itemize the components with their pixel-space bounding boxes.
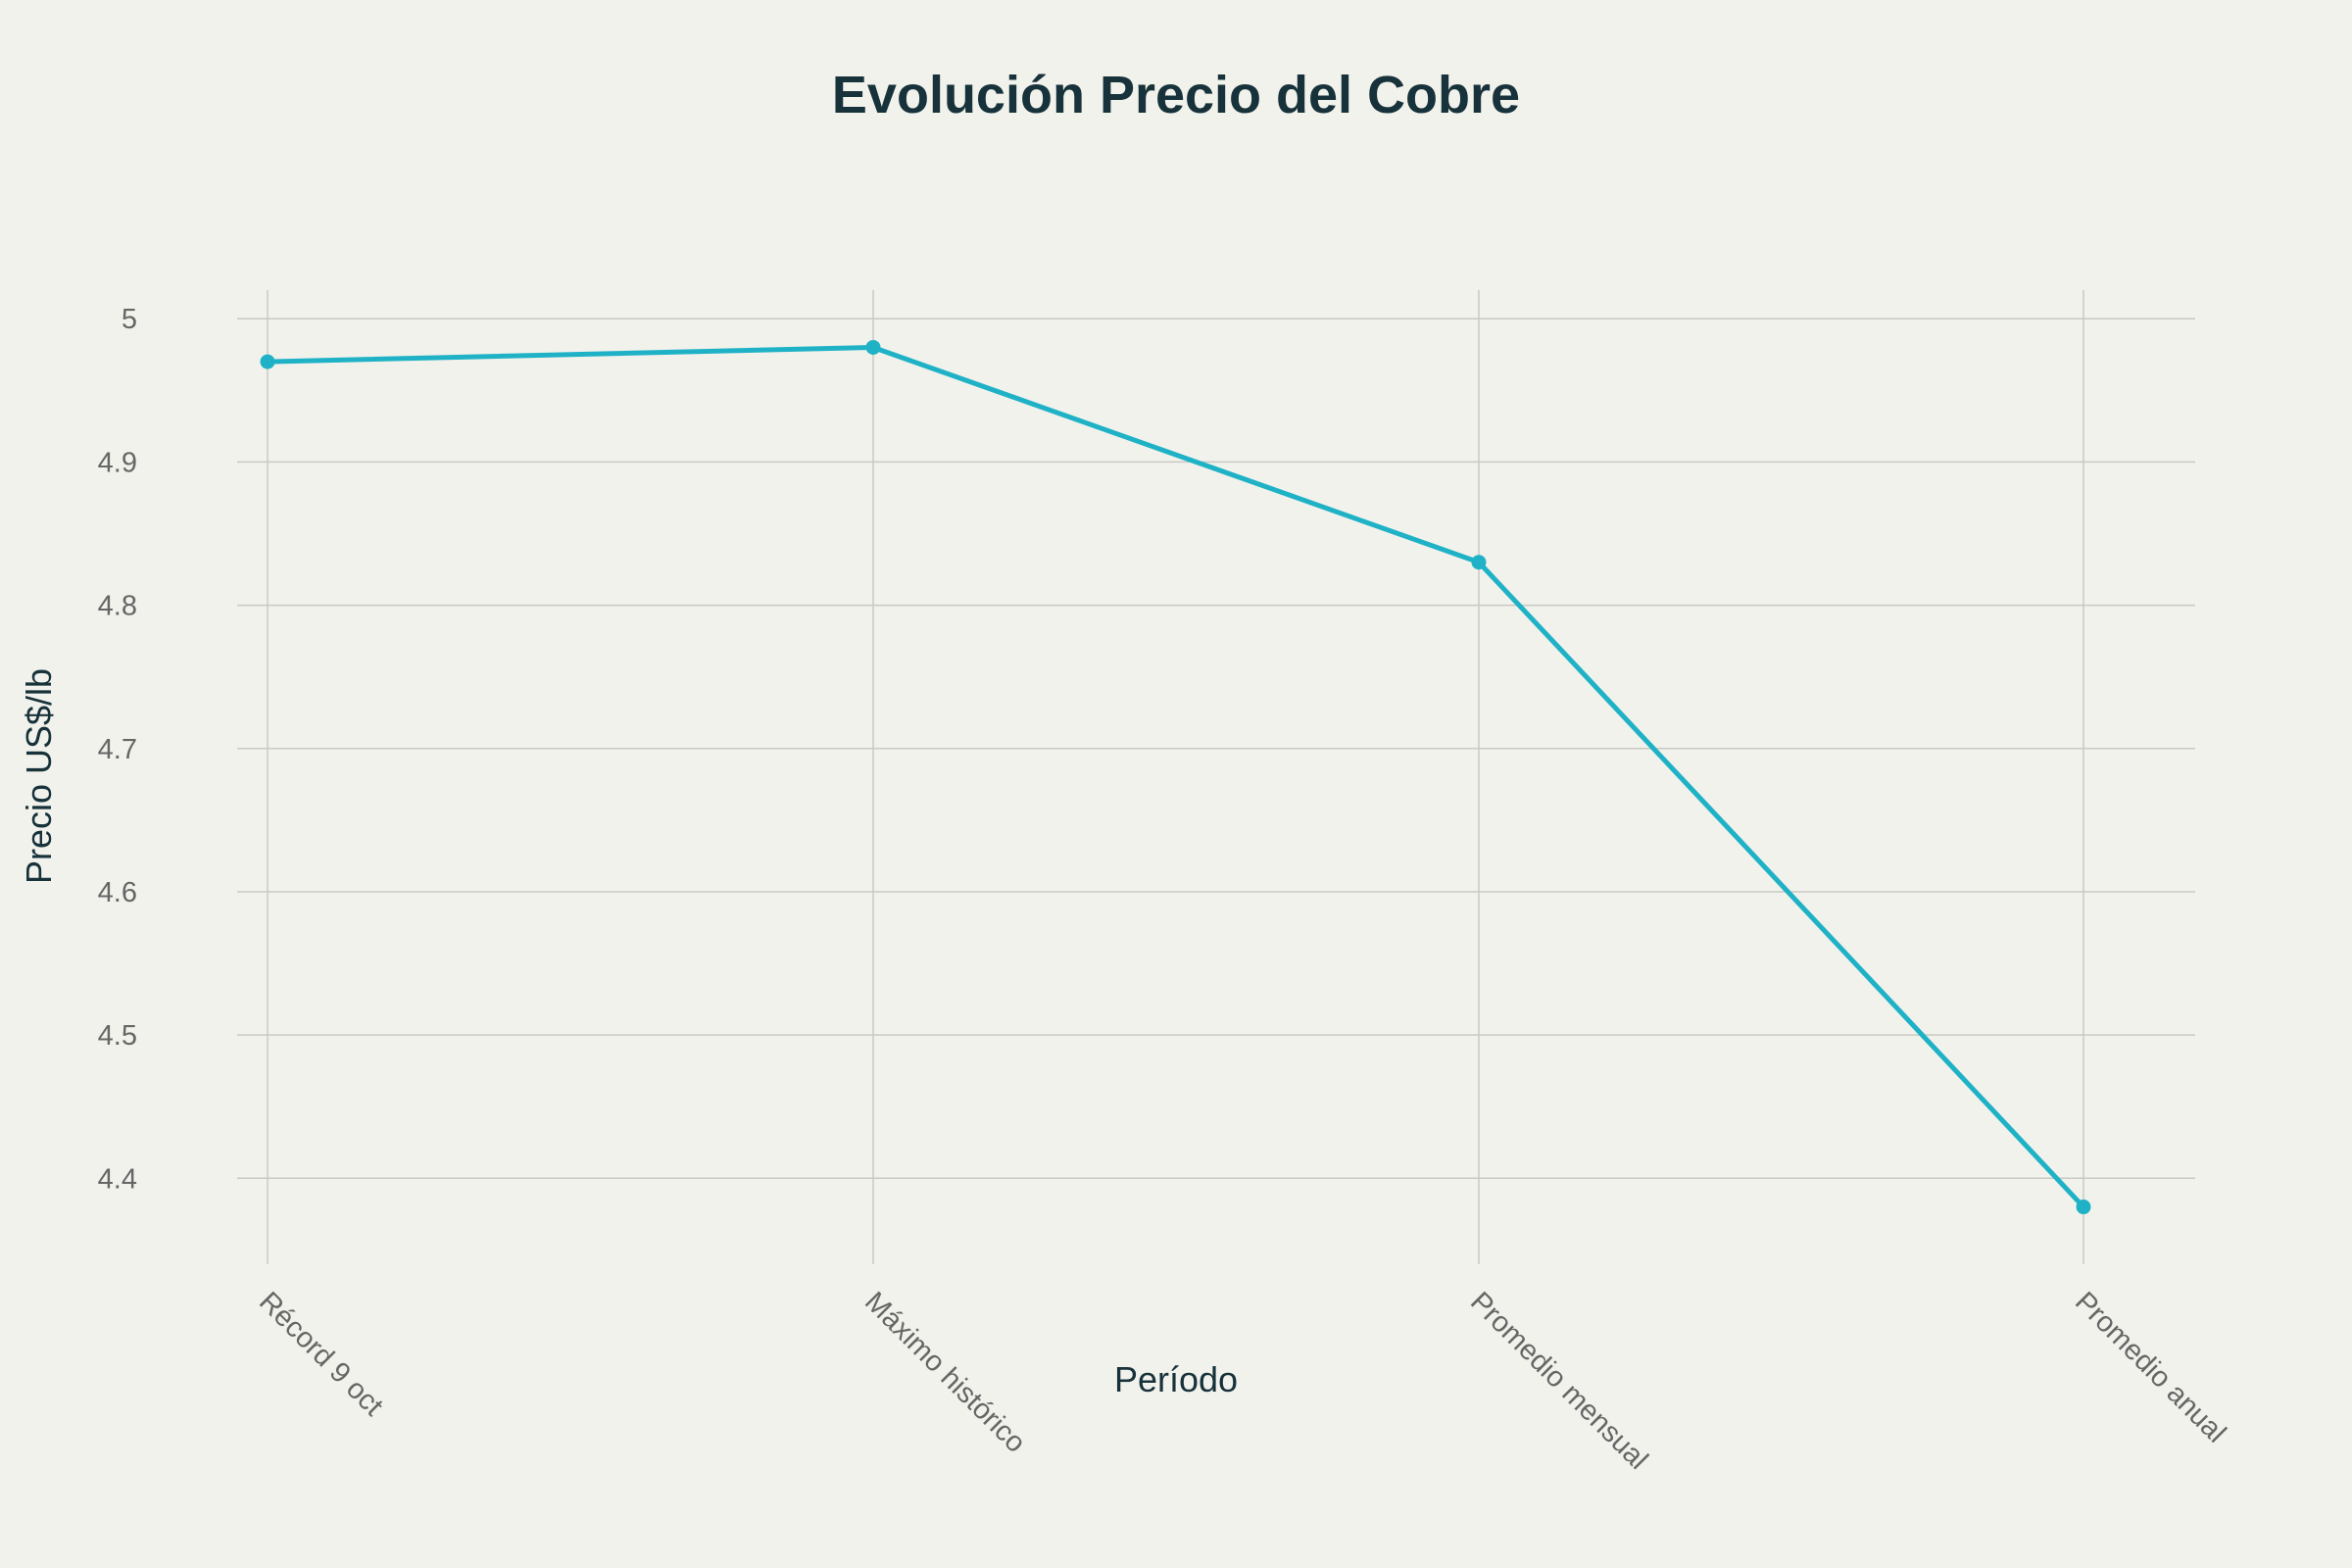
y-tick-label: 5 <box>122 304 137 335</box>
series-line <box>265 344 2086 1210</box>
x-tick-label: Máximo histórico <box>858 1286 1031 1458</box>
data-point <box>2076 1200 2091 1215</box>
x-tick-label: Récord 9 oct <box>253 1286 389 1422</box>
y-tick-label: 4.9 <box>98 447 137 478</box>
data-point <box>865 339 881 355</box>
x-tick-label: Promedio mensual <box>1464 1286 1654 1476</box>
y-tick-label: 4.4 <box>98 1163 137 1195</box>
data-point <box>260 354 275 369</box>
y-tick-label: 4.7 <box>98 734 137 765</box>
chart-title: Evolución Precio del Cobre <box>832 66 1520 124</box>
x-tick-labels: Récord 9 oct Máximo histórico Promedio men… <box>253 1286 2231 1476</box>
grid-layer <box>237 290 2195 1264</box>
y-axis-title: Precio US$/lb <box>19 668 59 884</box>
y-tick-label: 4.5 <box>98 1020 137 1052</box>
y-tick-label: 4.6 <box>98 877 137 908</box>
series-layer <box>260 339 2091 1215</box>
x-axis-title: Período <box>1114 1359 1238 1399</box>
data-point <box>1471 555 1487 570</box>
y-tick-labels: 4.4 4.5 4.6 4.7 4.8 4.9 5 <box>98 304 137 1195</box>
y-tick-label: 4.8 <box>98 591 137 622</box>
x-tick-label: Promedio anual <box>2069 1286 2231 1448</box>
